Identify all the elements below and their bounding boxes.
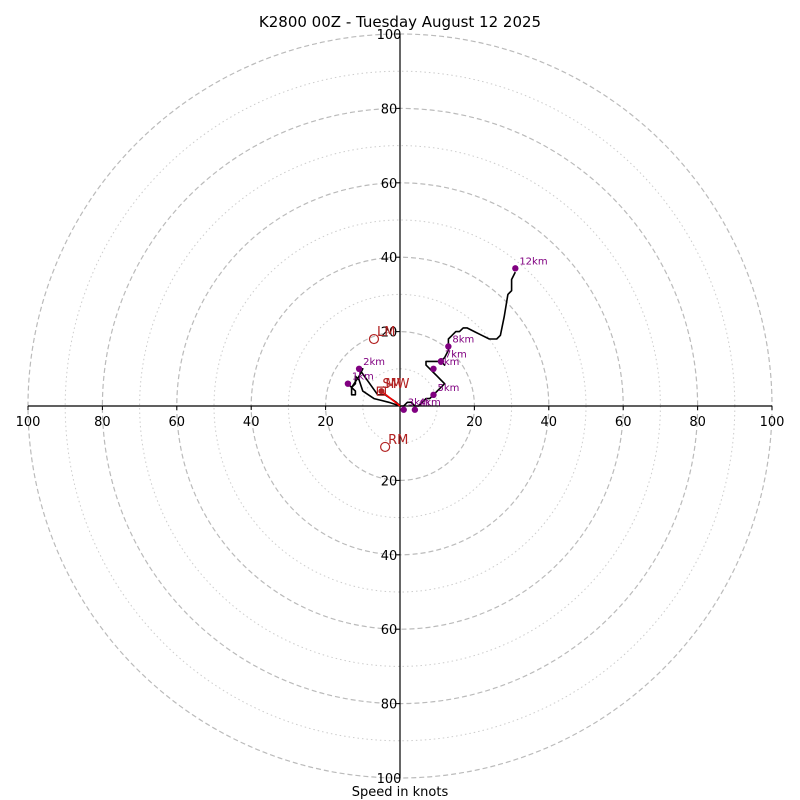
chart-title: K2800 00Z - Tuesday August 12 2025 xyxy=(259,13,541,31)
height-label-2km: 2km xyxy=(363,357,385,368)
hodograph-trace xyxy=(347,271,517,407)
shear-vector xyxy=(380,390,401,407)
height-label-3km: 3km xyxy=(408,398,430,409)
shear-box-marker xyxy=(376,386,386,396)
x-tick-label: 20 xyxy=(317,415,334,430)
hodograph-trace-layer xyxy=(347,271,517,407)
tick-labels: 100 80 60 40 20 20 40 60 80 100 100 80 60 40 20 20 40 60 8… xyxy=(16,28,785,787)
height-marker-12km xyxy=(512,265,519,272)
storm-motion-RM xyxy=(380,441,391,453)
y-tick-label: 60 xyxy=(381,623,398,638)
height-label-6km: 6km xyxy=(437,357,459,368)
height-marker-7km xyxy=(437,358,445,365)
height-marker-2km xyxy=(355,365,363,372)
height-label-12km: 12km xyxy=(519,256,547,267)
height-marker-6km xyxy=(430,365,437,372)
height-label-4km: 4km xyxy=(419,398,441,409)
x-tick-label: 100 xyxy=(16,415,41,430)
x-tick-label: 80 xyxy=(94,415,111,430)
mean-wind-marker xyxy=(378,388,385,395)
x-tick-label: 60 xyxy=(169,415,186,430)
y-tick-label: 60 xyxy=(381,177,398,192)
x-axis-label: Speed in knots xyxy=(352,785,449,800)
y-tick-label: 40 xyxy=(381,251,398,266)
height-label-8km: 8km xyxy=(452,334,474,345)
y-tick-label: 80 xyxy=(381,698,398,713)
y-tick-label: 20 xyxy=(381,326,398,341)
x-tick-label: 40 xyxy=(541,415,558,430)
x-tick-label: 100 xyxy=(760,415,785,430)
y-tick-label: 100 xyxy=(377,772,402,787)
height-marker-5km xyxy=(430,391,437,399)
height-label-1km: 1km xyxy=(352,372,374,383)
storm-motion-label-LM: LM xyxy=(377,325,395,340)
height-marker-4km xyxy=(411,406,419,413)
height-label-7km: 7km xyxy=(445,349,467,360)
height-marker-3km xyxy=(400,406,407,413)
height-marker-8km xyxy=(445,343,452,350)
x-tick-label: 80 xyxy=(689,415,706,430)
x-tick-label: 20 xyxy=(466,415,483,430)
x-tick-label: 40 xyxy=(243,415,260,430)
y-tick-label: 40 xyxy=(381,549,398,564)
height-marker-1km xyxy=(344,380,352,387)
y-tick-label: 20 xyxy=(381,474,398,489)
y-tick-label: 100 xyxy=(377,28,402,43)
mean-wind-label: MW xyxy=(385,377,409,392)
height-label-5km: 5km xyxy=(437,383,459,394)
storm-motion-label-RM: RM xyxy=(388,433,408,448)
x-tick-label: 60 xyxy=(615,415,632,430)
y-tick-label: 80 xyxy=(381,102,398,117)
storm-motion-LM xyxy=(368,333,380,345)
shear-box-label: SM xyxy=(382,377,401,392)
